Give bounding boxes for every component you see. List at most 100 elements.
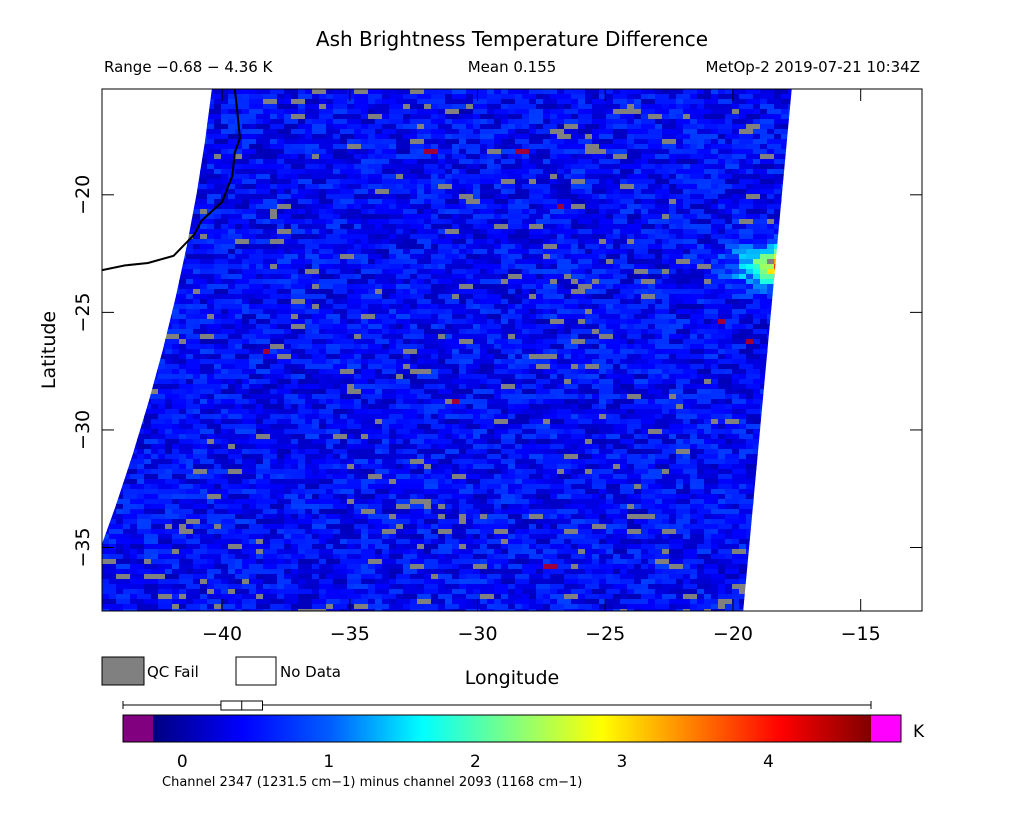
- data-cell: [242, 149, 257, 155]
- data-cell: [277, 214, 292, 220]
- data-cell: [305, 194, 320, 200]
- data-cell: [298, 384, 306, 390]
- data-cell: [697, 144, 705, 150]
- data-cell: [501, 264, 509, 270]
- data-cell: [585, 424, 600, 430]
- data-cell: [319, 284, 334, 290]
- data-cell: [186, 249, 194, 255]
- data-cell: [774, 189, 782, 195]
- data-cell: [536, 379, 551, 385]
- data-cell: [599, 149, 607, 155]
- data-cell: [172, 359, 180, 365]
- data-cell: [221, 404, 236, 410]
- data-cell: [599, 314, 614, 320]
- data-cell: [424, 144, 432, 150]
- data-cell: [305, 264, 313, 270]
- data-cell: [417, 289, 432, 295]
- data-cell: [179, 264, 187, 270]
- data-cell: [354, 234, 369, 240]
- data-cell: [634, 294, 642, 300]
- data-cell: [557, 174, 565, 180]
- data-cell: [424, 209, 432, 215]
- data-cell: [417, 299, 432, 305]
- data-cell: [263, 104, 278, 110]
- data-cell: [396, 149, 411, 155]
- data-cell: [326, 404, 341, 410]
- data-cell: [620, 299, 628, 305]
- data-cell: [256, 89, 271, 95]
- data-cell: [375, 244, 383, 250]
- data-cell: [368, 99, 376, 105]
- data-cell: [592, 379, 600, 385]
- data-cell: [228, 184, 236, 190]
- data-cell: [655, 169, 670, 175]
- data-cell: [186, 404, 201, 410]
- data-cell: [501, 239, 509, 245]
- data-cell: [550, 364, 558, 370]
- data-cell: [459, 214, 474, 220]
- data-cell: [620, 264, 635, 270]
- data-cell: [683, 234, 698, 240]
- data-cell: [655, 384, 670, 390]
- data-cell: [613, 214, 628, 220]
- data-cell: [242, 404, 250, 410]
- data-cell: [319, 169, 334, 175]
- data-cell: [396, 234, 411, 240]
- data-cell: [263, 229, 278, 235]
- data-cell: [151, 424, 159, 430]
- data-cell: [613, 134, 628, 140]
- data-cell: [613, 379, 621, 385]
- data-cell: [494, 244, 502, 250]
- data-cell: [508, 269, 523, 275]
- data-cell: [508, 409, 523, 415]
- data-cell: [564, 399, 579, 405]
- data-cell: [340, 254, 355, 260]
- data-cell: [291, 344, 299, 350]
- data-cell: [725, 414, 733, 420]
- data-cell: [613, 219, 628, 225]
- data-cell: [536, 204, 544, 210]
- data-cell: [676, 284, 684, 290]
- data-cell: [732, 384, 747, 390]
- data-cell: [186, 314, 194, 320]
- data-cell: [711, 379, 719, 385]
- data-cell: [361, 344, 369, 350]
- data-cell: [284, 399, 292, 405]
- data-cell: [319, 414, 334, 420]
- data-cell: [277, 389, 292, 395]
- data-cell: [319, 269, 327, 275]
- data-cell: [578, 154, 593, 160]
- data-cell: [221, 419, 236, 425]
- data-cell: [487, 89, 495, 95]
- data-cell: [543, 284, 558, 290]
- data-cell: [347, 364, 362, 370]
- data-cell: [249, 204, 257, 210]
- data-cell: [242, 379, 250, 385]
- data-cell: [592, 219, 600, 225]
- data-cell: [543, 299, 551, 305]
- data-cell: [592, 304, 600, 310]
- data-cell: [410, 114, 425, 120]
- data-cell: [732, 329, 740, 335]
- data-cell: [515, 244, 523, 250]
- data-cell: [291, 104, 299, 110]
- data-cell: [613, 164, 621, 170]
- data-cell: [550, 154, 558, 160]
- data-cell: [690, 189, 705, 195]
- data-cell: [683, 149, 698, 155]
- data-cell: [669, 114, 677, 120]
- data-cell: [221, 204, 236, 210]
- data-cell: [424, 414, 432, 420]
- data-cell: [641, 414, 656, 420]
- data-cell: [732, 219, 740, 225]
- data-cell: [186, 294, 194, 300]
- data-cell: [389, 144, 397, 150]
- data-cell: [466, 234, 474, 240]
- data-cell: [410, 204, 425, 210]
- data-cell: [557, 309, 572, 315]
- data-cell: [753, 339, 761, 345]
- data-cell: [515, 309, 530, 315]
- data-cell: [494, 289, 509, 295]
- data-cell: [641, 124, 656, 130]
- data-cell: [529, 404, 537, 410]
